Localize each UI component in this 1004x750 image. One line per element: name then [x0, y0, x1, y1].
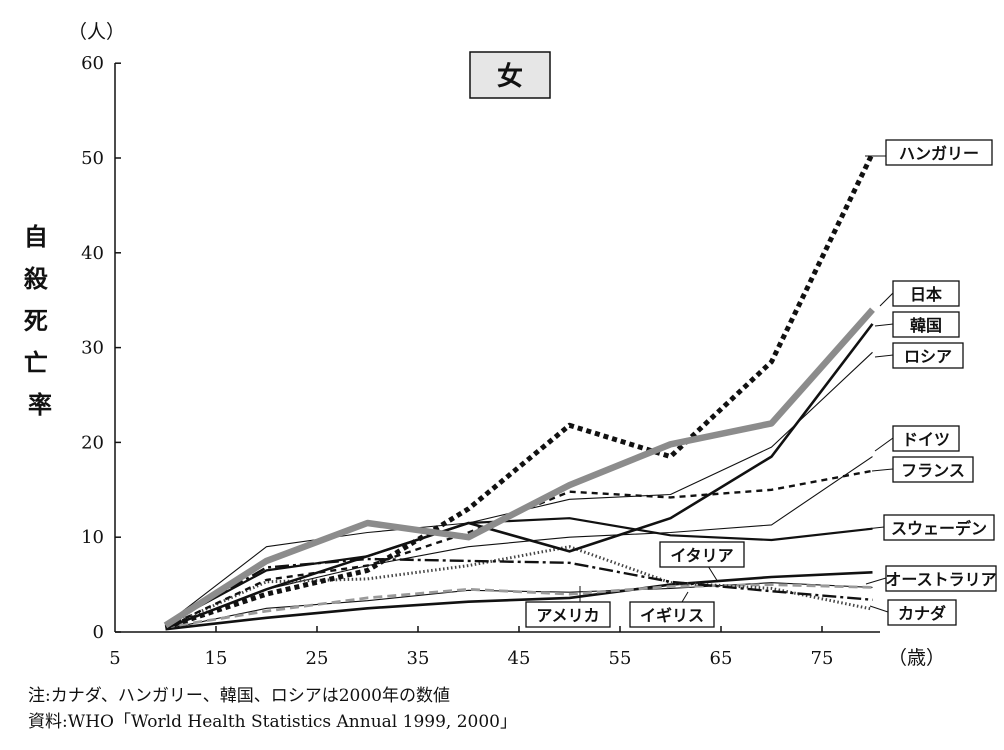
label-box — [629, 601, 715, 628]
series-label: フランス — [871, 456, 974, 483]
series-label-text: イギリス — [640, 606, 704, 625]
y-tick-label: 30 — [81, 338, 104, 359]
label-box — [883, 514, 995, 541]
series-lines — [163, 152, 875, 631]
series-label: イタリア — [659, 541, 745, 583]
y-tick-label: 60 — [81, 53, 104, 74]
x-tick-label: 75 — [811, 648, 834, 669]
y-tick-label: 0 — [93, 622, 104, 643]
series-label-text: ドイツ — [902, 430, 950, 449]
label-leader — [874, 323, 894, 327]
series-line — [165, 583, 873, 629]
label-leader — [681, 591, 689, 603]
label-leader — [879, 292, 894, 307]
y-unit-label: （人） — [68, 21, 125, 43]
series-line — [164, 517, 873, 626]
series-label-text: フランス — [901, 461, 965, 480]
x-tick-label: 5 — [109, 648, 120, 669]
series-label-text: 韓国 — [910, 316, 942, 335]
x-tick-label: 35 — [407, 648, 430, 669]
label-leader — [869, 605, 889, 613]
footnotes: 注:カナダ、ハンガリー、韓国、ロシアは2000年の数値 資料:WHO「World… — [28, 683, 517, 735]
label-box — [892, 342, 964, 369]
y-tick-label: 10 — [81, 527, 104, 548]
series-label-text: スウェーデン — [891, 519, 987, 538]
series-line — [165, 571, 873, 631]
label-box — [892, 280, 960, 307]
label-leader — [871, 468, 894, 472]
x-tick-label: 45 — [508, 648, 531, 669]
x-tick-label: 25 — [306, 648, 329, 669]
series-line — [164, 557, 873, 627]
series-label-text: ハンガリー — [899, 144, 979, 163]
footnote-note: 注:カナダ、ハンガリー、韓国、ロシアは2000年の数値 — [28, 686, 450, 706]
label-box — [885, 565, 997, 592]
axis-ticks: 0 10 20 30 40 50 60 5 15 25 35 45 55 65 75 — [81, 53, 833, 669]
label-box — [887, 599, 957, 626]
label-leader — [874, 437, 894, 452]
y-tick-label: 40 — [81, 243, 104, 264]
label-leader — [874, 354, 894, 358]
series-label-text: 日本 — [910, 285, 942, 304]
series-label: ドイツ — [874, 425, 960, 452]
label-leader — [865, 577, 887, 585]
chart-title: 女 — [497, 61, 523, 92]
label-leader — [707, 565, 719, 583]
label-box — [892, 425, 960, 452]
series-line — [164, 545, 873, 629]
title-box: 女 — [469, 51, 551, 99]
x-tick-label: 55 — [609, 648, 632, 669]
series-line — [164, 469, 873, 629]
series-label: アメリカ — [525, 586, 611, 628]
y-tick-label: 20 — [81, 432, 104, 453]
series-label: オーストラリア — [865, 565, 997, 592]
chart: （人） 女 自 殺 死 亡 率 0 10 20 30 40 50 60 5 15 25 35 45 55… — [24, 21, 997, 669]
label-box — [885, 139, 993, 166]
label-leader — [865, 526, 885, 530]
series-label: 韓国 — [874, 311, 960, 338]
label-box — [892, 311, 960, 338]
series-label-text: オーストラリア — [885, 570, 996, 589]
x-unit-label: （歳） — [888, 647, 945, 669]
y-axis-label: 自 殺 死 亡 率 — [24, 223, 56, 419]
series-line — [165, 456, 873, 628]
x-tick-label: 15 — [205, 648, 228, 669]
series-label: カナダ — [869, 599, 957, 626]
series-label-text: アメリカ — [536, 606, 599, 625]
series-label: 日本 — [879, 280, 960, 307]
label-box — [659, 541, 745, 568]
series-line — [163, 307, 875, 629]
label-box — [892, 456, 974, 483]
series-label: ハンガリー — [865, 139, 993, 166]
footnote-source: 資料:WHO「World Health Statistics Annual 19… — [28, 712, 517, 732]
series-label-text: ロシア — [904, 347, 952, 366]
series-label: スウェーデン — [865, 514, 995, 541]
x-tick-label: 65 — [710, 648, 733, 669]
label-box — [525, 601, 611, 628]
series-label: イギリス — [629, 591, 715, 628]
series-label-text: カナダ — [898, 604, 946, 623]
series-line — [165, 323, 874, 630]
y-tick-label: 50 — [81, 148, 104, 169]
series-label: ロシア — [874, 342, 964, 369]
series-label-text: イタリア — [670, 546, 733, 565]
